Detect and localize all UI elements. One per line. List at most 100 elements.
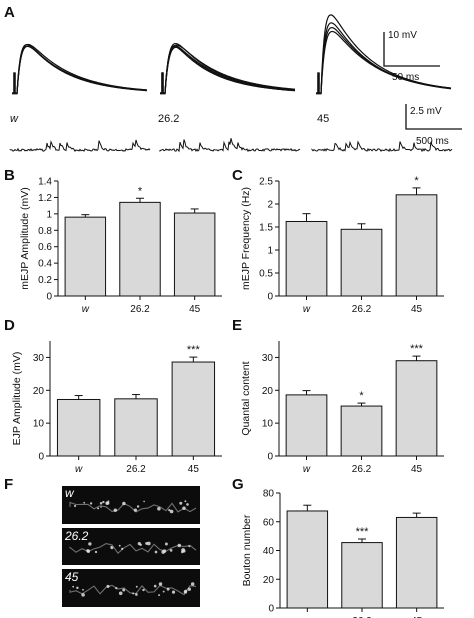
bouton <box>132 592 135 595</box>
bouton <box>136 505 140 508</box>
image-label-45: 45 <box>65 570 79 584</box>
bouton <box>137 542 141 546</box>
bouton <box>177 543 182 548</box>
bouton <box>158 594 161 597</box>
y-tick-label: 40 <box>263 546 275 557</box>
bar <box>64 216 107 297</box>
y-tick-label: 80 <box>263 489 275 500</box>
y-tick-label: 30 <box>33 353 45 364</box>
mejp-traces <box>9 138 453 153</box>
bar <box>173 212 216 297</box>
panel-letter-g: G <box>232 476 244 493</box>
significance-marker: *** <box>187 344 201 356</box>
chart-e: 0 10 20 30 Quantal content w * 26.2 *** 45 <box>240 341 444 475</box>
bouton <box>162 590 165 593</box>
bouton <box>146 541 151 546</box>
significance-marker: * <box>138 185 143 197</box>
x-tick-label: 45 <box>188 464 200 475</box>
bouton <box>121 547 124 551</box>
x-tick-label: 45 <box>411 616 423 618</box>
bouton <box>190 582 195 586</box>
nerve-branch <box>69 543 197 555</box>
x-tick-label: 26.2 <box>352 616 372 618</box>
bouton <box>76 586 79 590</box>
y-axis-label: EJP Amplitude (mV) <box>11 352 23 446</box>
ejp-trace <box>12 44 148 95</box>
bouton <box>154 550 158 554</box>
ejp-traces <box>12 14 452 95</box>
trace-label-45: 45 <box>317 113 329 125</box>
x-tick-label: 45 <box>189 304 201 315</box>
y-tick-label: 20 <box>262 386 274 397</box>
scale-label-time-top: 50 ms <box>392 72 419 83</box>
bar <box>171 361 216 457</box>
bouton <box>88 542 92 546</box>
bouton <box>186 503 189 506</box>
bar <box>340 228 383 297</box>
bouton <box>107 500 110 503</box>
y-tick-label: 1.2 <box>38 193 52 204</box>
x-tick-label: w <box>303 304 311 315</box>
bouton <box>182 506 186 510</box>
bouton <box>89 502 93 505</box>
bar <box>285 220 328 297</box>
trace-label-26-2: 26.2 <box>158 113 179 125</box>
y-tick-label: 20 <box>33 386 45 397</box>
x-tick-label: 26.2 <box>352 464 372 475</box>
bouton <box>113 508 118 513</box>
bouton <box>100 506 102 508</box>
y-tick-label: 0 <box>267 292 273 303</box>
y-tick-label: 30 <box>262 353 274 364</box>
y-tick-label: 20 <box>263 575 275 586</box>
bar <box>395 516 438 609</box>
bar <box>395 360 438 457</box>
bouton <box>106 584 110 588</box>
y-tick-label: 10 <box>33 419 45 430</box>
bouton <box>102 500 105 504</box>
panel-letter-e: E <box>232 317 242 334</box>
bouton <box>135 585 138 588</box>
bouton <box>188 545 191 548</box>
ejp-trace <box>12 45 148 94</box>
x-tick-label: 45 <box>411 304 423 315</box>
image-label-w: w <box>65 486 75 500</box>
bouton <box>171 590 176 594</box>
bouton <box>110 546 113 548</box>
chart-g: 0 20 40 60 80 Bouton number w *** 26.2 45 <box>241 489 444 618</box>
bouton <box>143 500 145 503</box>
y-tick-label: 0.6 <box>38 242 52 253</box>
y-tick-label: 0 <box>46 292 52 303</box>
y-tick-label: 0 <box>267 452 273 463</box>
bouton <box>83 501 86 504</box>
scale-bar-bottom: 2.5 mV 500 ms <box>405 104 462 147</box>
nerve-branch <box>69 501 197 513</box>
bouton <box>164 542 168 546</box>
bouton <box>82 588 84 591</box>
panel-letter-d: D <box>4 317 15 334</box>
ejp-trace <box>316 30 452 95</box>
bouton <box>162 549 167 553</box>
x-tick-label: 26.2 <box>130 304 150 315</box>
bar <box>119 201 161 297</box>
y-tick-label: 0.2 <box>38 275 52 286</box>
y-tick-label: 0 <box>38 452 44 463</box>
bouton <box>122 501 126 506</box>
scale-label-voltage-bottom: 2.5 mV <box>410 106 442 117</box>
mejp-trace <box>159 138 301 153</box>
ejp-trace <box>160 44 296 94</box>
significance-marker: * <box>414 175 419 187</box>
bar <box>340 405 383 457</box>
bar <box>56 398 101 457</box>
bouton <box>187 587 191 591</box>
x-tick-label: w <box>304 616 312 618</box>
bouton <box>94 550 98 554</box>
image-45 <box>62 569 200 607</box>
bouton <box>105 501 109 505</box>
ejp-trace <box>12 44 148 94</box>
y-tick-label: 1 <box>46 209 52 220</box>
bouton <box>118 544 121 547</box>
y-tick-label: 0 <box>268 604 274 615</box>
y-axis-label: mEJP Frequency (Hz) <box>240 187 252 290</box>
bar <box>341 542 383 609</box>
bar <box>395 194 438 297</box>
